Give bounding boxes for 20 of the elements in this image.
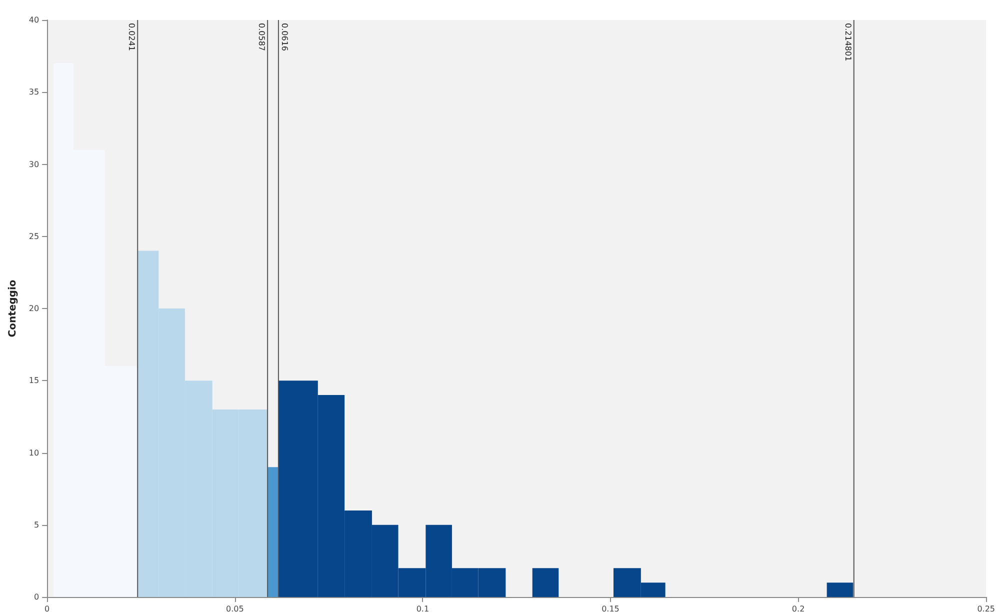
y-tick-label: 15 [28,376,40,386]
x-tick-label: 0 [44,604,50,614]
y-tick-label: 0 [34,592,40,602]
y-tick-label: 25 [28,232,40,241]
y-tick-label: 40 [28,16,40,24]
x-tick-label: 0.15 [602,604,620,614]
x-tick-label: 0.05 [226,604,244,614]
ref-line-label: 0.0587 [257,23,266,51]
y-tick-label: 30 [28,160,40,169]
ref-line-label: 0.0241 [127,23,136,51]
y-axis-title: Conteggio [8,280,18,338]
y-tick-label: 5 [34,520,40,530]
y-tick-label: 20 [28,304,40,313]
ref-line-label: 0.0616 [280,23,289,51]
y-tick-label: 10 [28,448,40,458]
ref-line-label: 0.214801 [843,23,852,62]
y-tick-label: 35 [28,88,40,97]
x-tick-label: 0.2 [792,604,805,614]
x-tick-label: 0.1 [416,604,430,614]
x-tick-label: 0.25 [977,604,995,614]
